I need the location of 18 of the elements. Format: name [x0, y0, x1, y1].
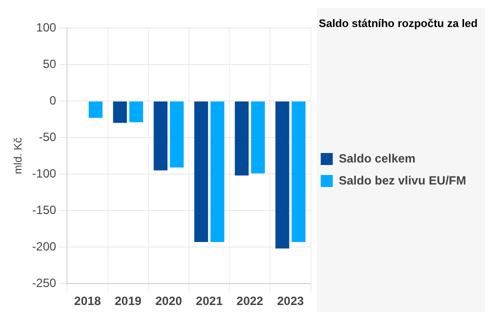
legend-label: Saldo celkem	[338, 151, 416, 166]
y-tick-label: 100	[36, 20, 57, 34]
text: Saldo státního rozpočtu za led	[318, 18, 478, 30]
x-tick-label: 2021	[196, 294, 223, 308]
legend-label: Saldo bez vlivu EU/FM	[338, 173, 466, 188]
x-tick-label: 2020	[155, 294, 182, 308]
y-tick-label: -200	[32, 239, 57, 254]
y-tick-label: -100	[32, 166, 57, 180]
y-tick-label: 0	[50, 93, 57, 108]
y-tick-label: -150	[32, 202, 57, 217]
y-tick-label: 50	[42, 56, 57, 71]
x-tick-label: 2023	[277, 294, 304, 308]
x-tick-label: 2022	[236, 294, 264, 308]
x-tick-label: 2018	[74, 294, 102, 308]
y-tick-label: -50	[38, 130, 57, 144]
y-axis-title: mld. Kč	[12, 136, 25, 174]
x-tick-label: 2019	[114, 294, 142, 308]
y-tick-label: -250	[32, 276, 57, 290]
